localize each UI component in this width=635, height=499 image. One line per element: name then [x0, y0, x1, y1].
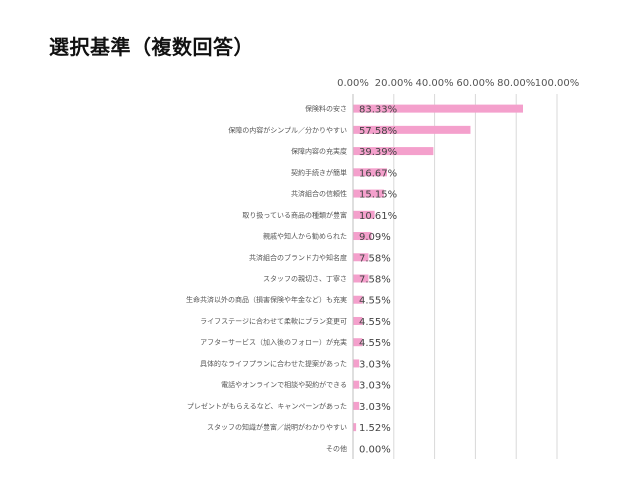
bar: [353, 359, 360, 368]
data-label: 4.55%: [359, 296, 391, 307]
bar: [353, 210, 375, 219]
x-tick-label: 40.00%: [416, 78, 454, 89]
category-label: ライフステージに合わせて柔軟にプラン変更可: [200, 316, 347, 325]
data-label: 1.52%: [359, 423, 391, 434]
bar: [353, 125, 471, 134]
data-label: 15.15%: [359, 190, 397, 201]
category-label: プレゼントがもらえるなど、キャンペーンがあった: [187, 401, 347, 410]
data-label: 7.58%: [359, 275, 391, 286]
category-label: スタッフの親切さ、丁寧さ: [263, 274, 347, 283]
page-title: 選択基準（複数回答）: [49, 35, 254, 59]
bar: [353, 274, 369, 283]
category-label: 保障の内容がシンプル／分かりやすい: [228, 125, 347, 134]
category-label: 生命共済以外の商品（損害保険や年金など）も充実: [186, 295, 347, 304]
category-label: 親戚や知人から勧められた: [263, 232, 347, 241]
data-label: 39.39%: [359, 147, 397, 158]
bar: [353, 147, 434, 156]
category-label: 具体的なライフプランに合わせた提案があった: [200, 359, 347, 368]
category-label: 共済組合のブランド力や知名度: [249, 253, 347, 262]
data-label: 4.55%: [359, 338, 391, 349]
category-label: アフターサービス（加入後のフォロー）が充実: [200, 338, 347, 347]
bar: [353, 232, 372, 241]
bar: [353, 295, 363, 304]
x-tick-label: 100.00%: [535, 78, 580, 89]
bar: [353, 253, 369, 262]
category-labels: 保険料の安さ保障の内容がシンプル／分かりやすい保障内容の充実度契約手続きが簡単共…: [186, 104, 347, 453]
bar: [353, 338, 363, 347]
category-label: 共済組合の信頼性: [291, 189, 347, 198]
data-label: 9.09%: [359, 232, 391, 243]
data-label: 3.03%: [359, 359, 391, 370]
category-label: 取り扱っている商品の種類が豊富: [242, 210, 347, 219]
bar: [353, 168, 388, 177]
x-tick-label: 60.00%: [456, 78, 494, 89]
bar: [353, 401, 360, 410]
data-label: 7.58%: [359, 253, 391, 264]
data-label: 0.00%: [359, 444, 391, 455]
data-label: 10.61%: [359, 211, 397, 222]
bar: [353, 189, 384, 198]
x-axis-ticks: 0.00% 20.00% 40.00% 60.00% 80.00% 100.00%: [337, 78, 579, 89]
data-label: 83.33%: [359, 105, 397, 116]
category-label: 電話やオンラインで相談や契約ができる: [221, 380, 347, 389]
x-tick-label: 80.00%: [497, 78, 535, 89]
data-label: 4.55%: [359, 317, 391, 328]
bars: [353, 104, 523, 432]
data-label: 3.03%: [359, 381, 391, 392]
data-label: 57.58%: [359, 126, 397, 137]
x-tick-label: 0.00%: [337, 78, 369, 89]
category-label: 契約手続きが簡単: [291, 168, 347, 177]
category-label: 保険料の安さ: [305, 104, 347, 113]
value-labels: 83.33% 57.58% 39.39% 16.67% 15.15% 10.61% 9.09…: [359, 105, 397, 456]
bar: [353, 423, 357, 432]
data-label: 16.67%: [359, 168, 397, 179]
data-label: 3.03%: [359, 402, 391, 413]
x-tick-label: 20.00%: [375, 78, 413, 89]
category-label: 保障内容の充実度: [291, 147, 347, 156]
bar: [353, 316, 363, 325]
bar: [353, 104, 523, 113]
category-label: スタッフの知識が豊富／説明がわかりやすい: [207, 423, 347, 432]
category-label: その他: [326, 444, 347, 453]
bar: [353, 380, 360, 389]
